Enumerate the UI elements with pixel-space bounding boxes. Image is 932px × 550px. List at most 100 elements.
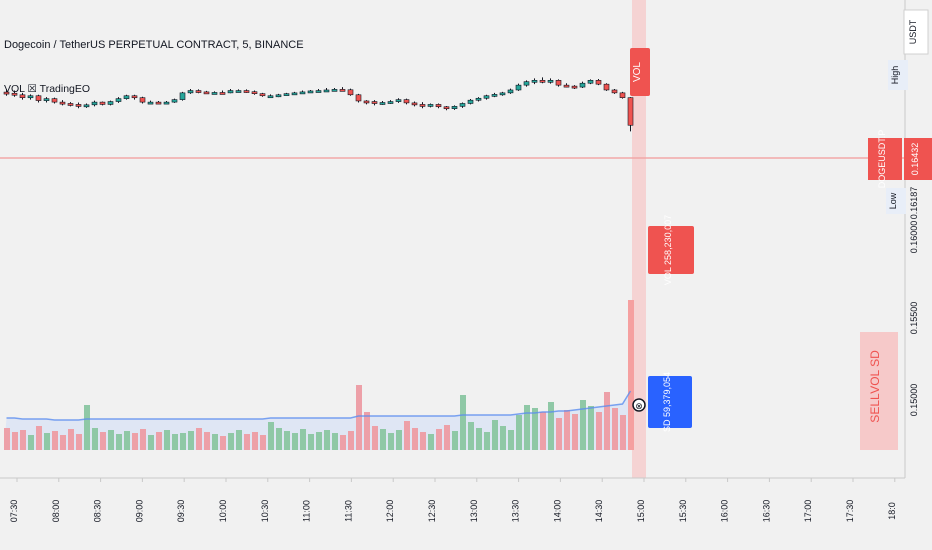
volume-bar — [620, 415, 626, 450]
volume-bar — [420, 432, 426, 450]
candle — [507, 88, 514, 94]
x-tick-label: 15:00 — [636, 500, 646, 523]
candle-body — [227, 90, 234, 94]
indicator-name: VOL ☒ TradingEO — [4, 83, 90, 95]
candle — [491, 92, 498, 98]
candle-body — [203, 91, 210, 95]
candle — [331, 88, 338, 92]
candle — [139, 96, 146, 104]
high-label: High — [890, 66, 900, 85]
volume-bar — [268, 422, 274, 450]
candle — [19, 92, 26, 100]
x-tick-label: 07:30 — [9, 500, 19, 523]
candle-body — [403, 99, 410, 104]
volume-bar — [580, 400, 586, 450]
price-tick-1: 0.15500 — [909, 302, 919, 335]
candle — [43, 97, 50, 103]
candle — [195, 89, 202, 94]
volume-bar — [308, 434, 314, 450]
volume-bar — [60, 435, 66, 450]
candle-body — [475, 97, 482, 101]
x-tick-label: 09:00 — [134, 500, 144, 523]
candle-body — [451, 106, 458, 109]
volume-bar — [332, 433, 338, 450]
candle-body — [275, 94, 282, 98]
signal-box — [860, 332, 898, 450]
candle — [603, 83, 610, 91]
current-price-tag — [904, 138, 932, 180]
volume-bar — [508, 430, 514, 450]
candle-body — [363, 100, 370, 104]
volume-bar — [180, 433, 186, 450]
candle-body — [3, 91, 10, 95]
volume-bar — [204, 432, 210, 450]
volume-bar — [276, 428, 282, 450]
candle-body — [91, 101, 98, 106]
x-tick-label: 12:30 — [427, 500, 437, 523]
volume-bar — [364, 412, 370, 450]
candle — [563, 83, 570, 88]
volume-bar — [28, 435, 34, 450]
candle — [227, 89, 234, 94]
candle-body — [99, 101, 106, 105]
candle — [235, 89, 242, 93]
candle — [459, 102, 466, 108]
volume-bar — [628, 300, 634, 450]
candle — [339, 87, 346, 92]
volume-bar — [348, 431, 354, 450]
candle — [203, 90, 210, 95]
candle-body — [611, 89, 618, 94]
volume-bar — [36, 426, 42, 450]
volume-bar — [476, 428, 482, 450]
candle-body — [139, 97, 146, 103]
volume-bar — [236, 430, 242, 450]
candle — [467, 99, 474, 105]
candle-body — [259, 93, 266, 97]
candle-body — [515, 84, 522, 91]
candle-body — [547, 80, 554, 83]
volume-bar — [52, 431, 58, 450]
candle-body — [43, 98, 50, 101]
volume-bar — [532, 408, 538, 450]
volume-bar — [156, 432, 162, 450]
candle-body — [155, 101, 162, 105]
candle — [555, 79, 562, 87]
candle — [475, 97, 482, 102]
candle — [163, 100, 170, 105]
volume-bar — [68, 429, 74, 450]
currency-box[interactable] — [903, 9, 929, 55]
candle — [371, 100, 378, 106]
candle — [219, 90, 226, 95]
candle — [243, 89, 250, 93]
candle — [403, 98, 410, 105]
volume-bar — [452, 431, 458, 450]
vol-value-label — [648, 226, 694, 274]
candle — [355, 93, 362, 103]
candle — [267, 94, 274, 99]
time-axis: 07:30 08:00 08:30 09:00 09:30 10:00 10:30 11:00… — [9, 478, 897, 522]
x-tick-label: 17:00 — [803, 500, 813, 523]
vol-value-text: VOL 258,230,007 — [663, 215, 673, 285]
volume-bar — [524, 405, 530, 450]
volume-bar — [100, 432, 106, 450]
candle-body — [419, 104, 426, 107]
volume-bar — [596, 412, 602, 450]
x-tick-label: 17:30 — [845, 500, 855, 523]
volume-bar — [220, 436, 226, 450]
volume-bar — [172, 434, 178, 450]
candle-body — [555, 80, 562, 86]
x-tick-label: 13:30 — [511, 500, 521, 523]
candle-body — [411, 102, 418, 106]
candle — [387, 100, 394, 105]
volume-bar — [460, 395, 466, 450]
candle-body — [83, 104, 90, 108]
volume-bar — [132, 433, 138, 450]
candle — [499, 91, 506, 96]
candle-body — [563, 84, 570, 88]
volume-bar — [380, 429, 386, 450]
x-tick-label: 18:0 — [887, 502, 897, 520]
candle-body — [539, 80, 546, 83]
candle-body — [483, 95, 490, 99]
candle — [595, 78, 602, 86]
